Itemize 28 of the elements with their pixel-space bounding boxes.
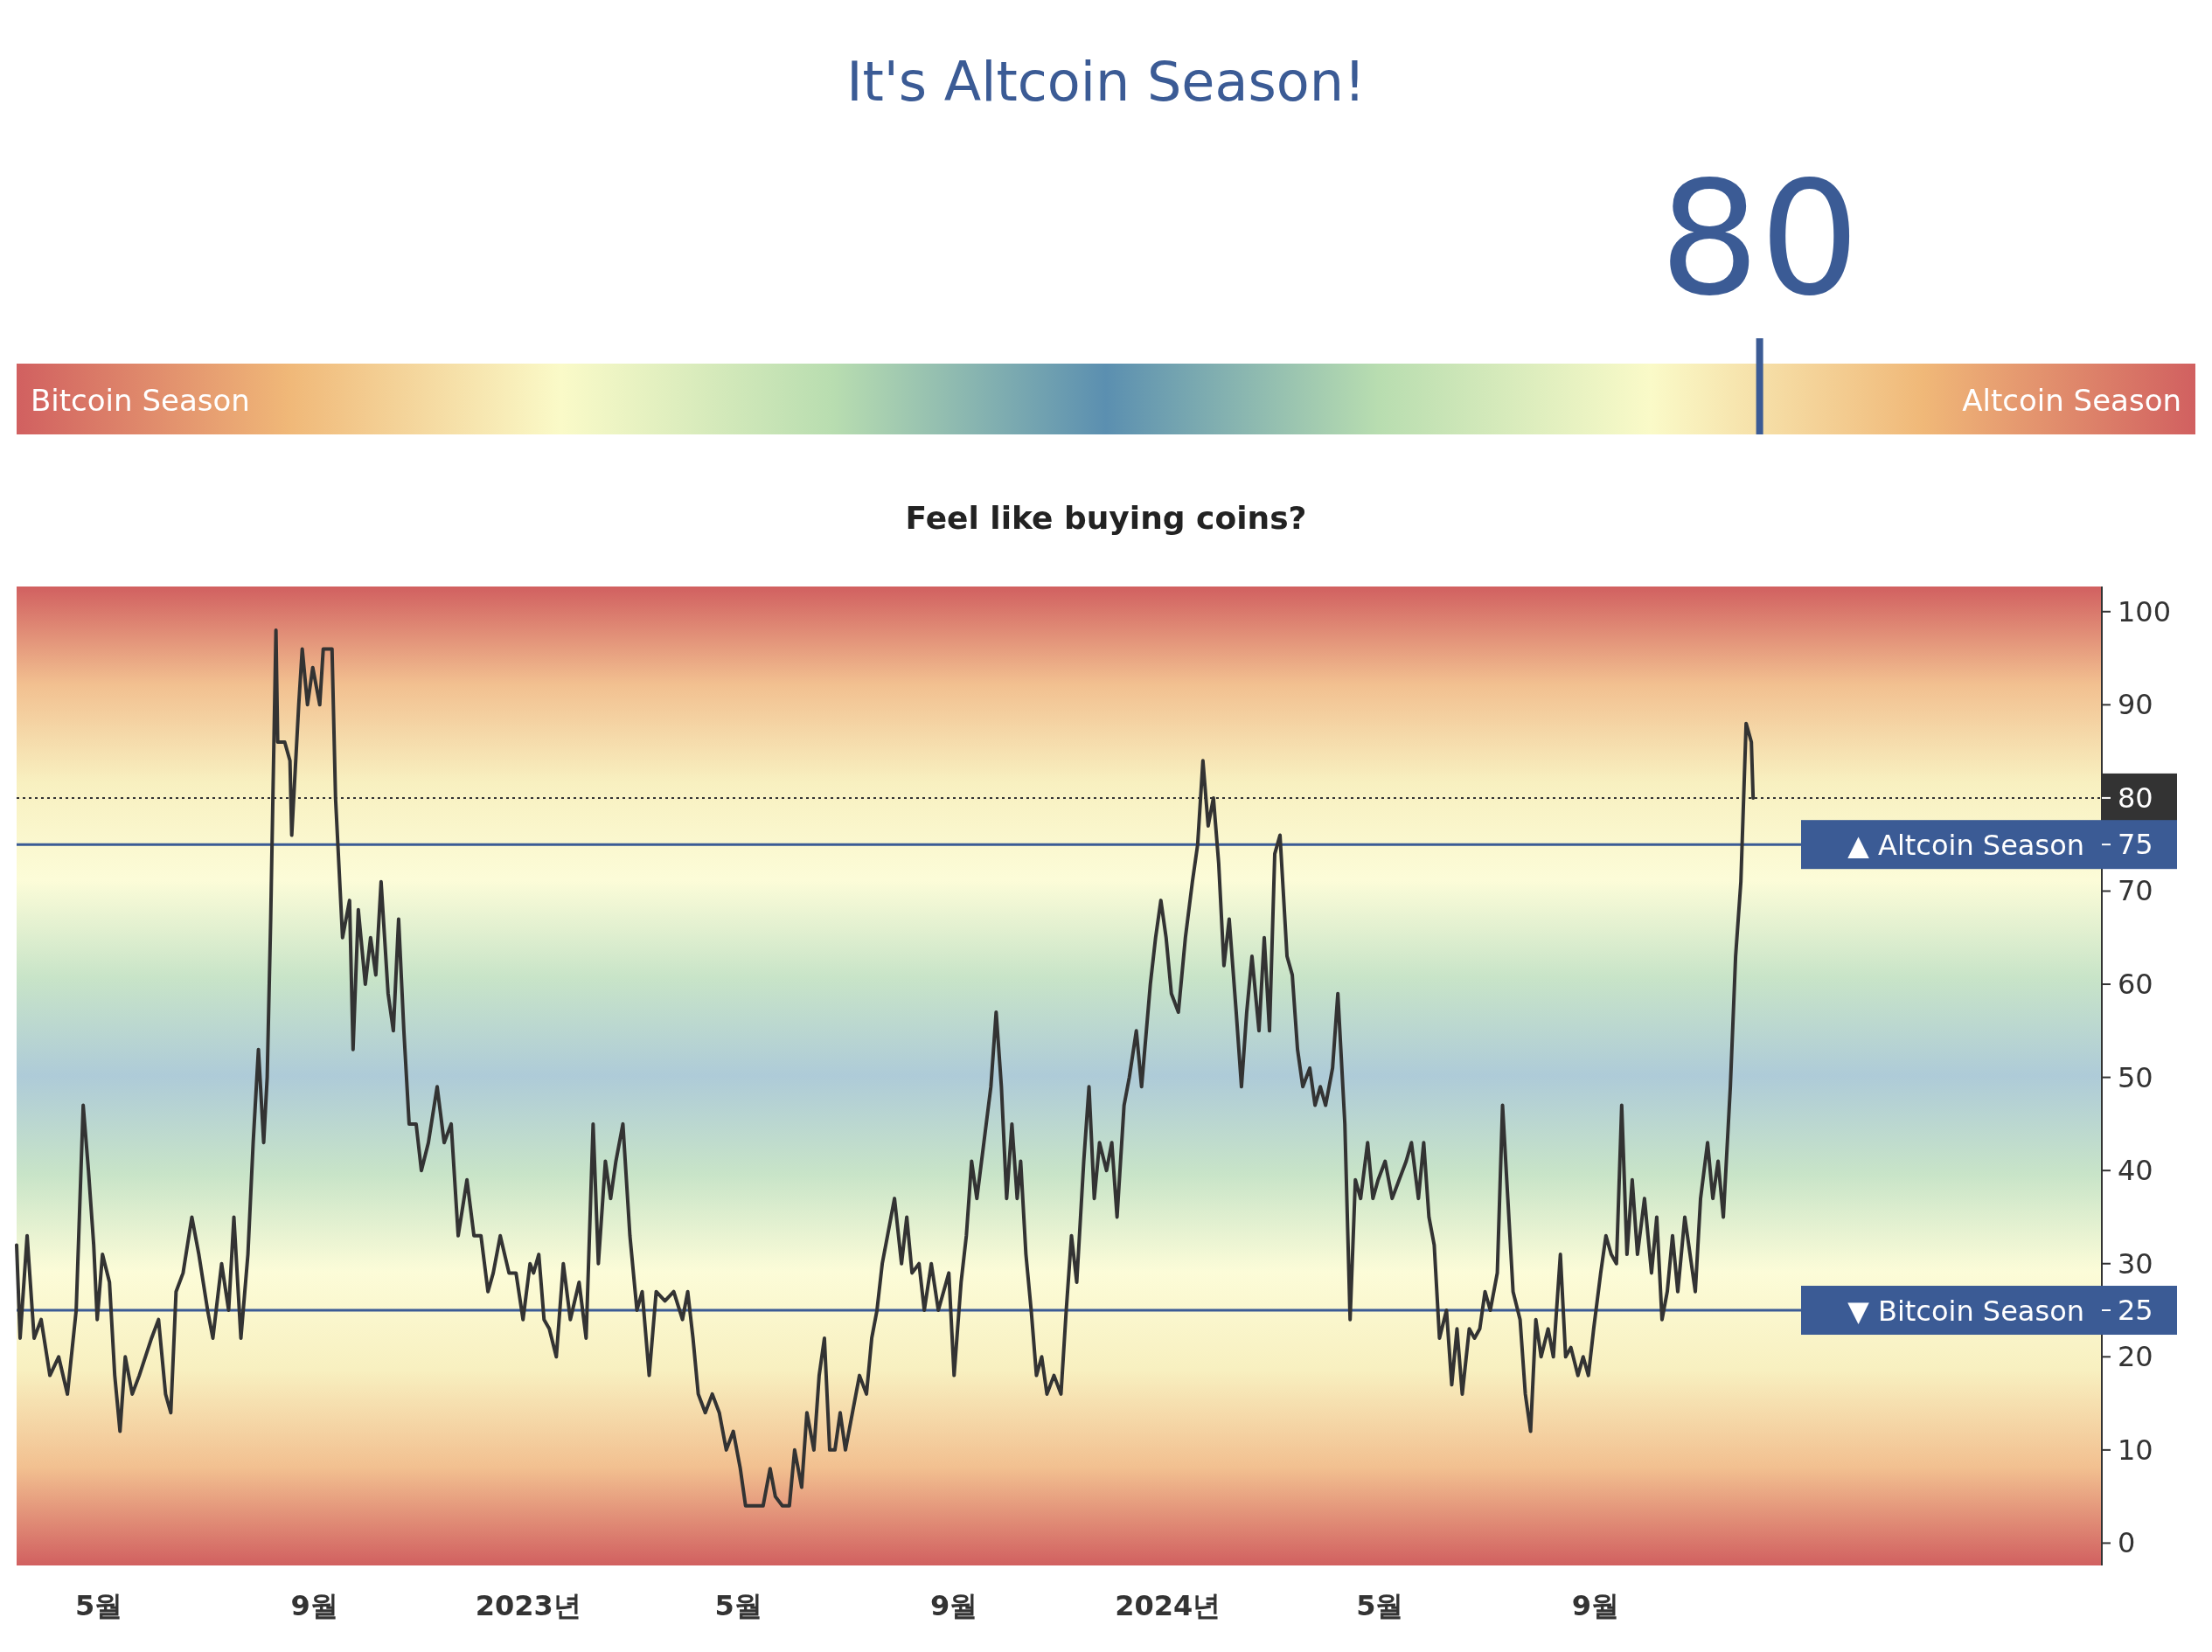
text: Altcoin Season [1962, 383, 2181, 418]
y-tick-label: 25 [2118, 1294, 2153, 1328]
x-tick-label: 5월 [714, 1589, 762, 1622]
y-tick-label: 100 [2118, 594, 2172, 628]
x-tick-label: 9월 [290, 1589, 338, 1622]
y-tick-label: 50 [2118, 1060, 2153, 1094]
x-tick-label: 9월 [1571, 1589, 1619, 1622]
x-tick-label: 9월 [930, 1589, 978, 1622]
x-tick-label: 5월 [1356, 1589, 1404, 1622]
y-tick-label: 30 [2118, 1246, 2153, 1281]
y-tick-label: 80 [2118, 781, 2153, 815]
x-tick-label: 5월 [75, 1589, 123, 1622]
x-tick-label: 2024년 [1115, 1589, 1221, 1622]
ref-line-label: ▲ Altcoin Season [1847, 829, 2084, 863]
y-tick-label: 10 [2118, 1433, 2153, 1467]
text: It's Altcoin Season! [846, 50, 1366, 114]
x-tick-label: 2023년 [475, 1589, 581, 1622]
y-tick-label: 75 [2118, 828, 2153, 862]
y-tick-label: 60 [2118, 968, 2153, 1002]
text: Feel like buying coins? [905, 500, 1307, 536]
y-tick-label: 20 [2118, 1340, 2153, 1374]
y-tick-label: 70 [2118, 874, 2153, 908]
data-label: 80 [1659, 147, 1861, 330]
y-tick-label: 40 [2118, 1154, 2153, 1188]
y-tick-label: 90 [2118, 688, 2153, 722]
y-tick-label: 0 [2118, 1526, 2136, 1560]
text: Bitcoin Season [31, 383, 250, 418]
ref-line-label: ▼ Bitcoin Season [1847, 1295, 2084, 1329]
